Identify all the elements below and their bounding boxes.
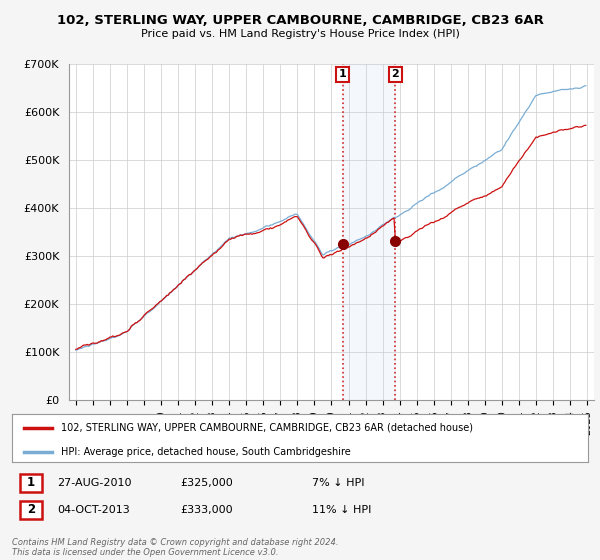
Text: £333,000: £333,000 — [180, 505, 233, 515]
Bar — [343, 64, 395, 400]
Text: 2: 2 — [27, 503, 35, 516]
Text: 1: 1 — [339, 69, 346, 80]
Text: HPI: Average price, detached house, South Cambridgeshire: HPI: Average price, detached house, Sout… — [61, 446, 351, 456]
Text: 102, STERLING WAY, UPPER CAMBOURNE, CAMBRIDGE, CB23 6AR: 102, STERLING WAY, UPPER CAMBOURNE, CAMB… — [56, 14, 544, 27]
Text: 1: 1 — [27, 476, 35, 489]
Text: 04-OCT-2013: 04-OCT-2013 — [57, 505, 130, 515]
Text: £325,000: £325,000 — [180, 478, 233, 488]
Text: 27-AUG-2010: 27-AUG-2010 — [57, 478, 131, 488]
Text: Price paid vs. HM Land Registry's House Price Index (HPI): Price paid vs. HM Land Registry's House … — [140, 29, 460, 39]
Text: 7% ↓ HPI: 7% ↓ HPI — [312, 478, 365, 488]
Text: 2: 2 — [392, 69, 399, 80]
Text: 102, STERLING WAY, UPPER CAMBOURNE, CAMBRIDGE, CB23 6AR (detached house): 102, STERLING WAY, UPPER CAMBOURNE, CAMB… — [61, 423, 473, 433]
Text: Contains HM Land Registry data © Crown copyright and database right 2024.
This d: Contains HM Land Registry data © Crown c… — [12, 538, 338, 557]
Text: 11% ↓ HPI: 11% ↓ HPI — [312, 505, 371, 515]
